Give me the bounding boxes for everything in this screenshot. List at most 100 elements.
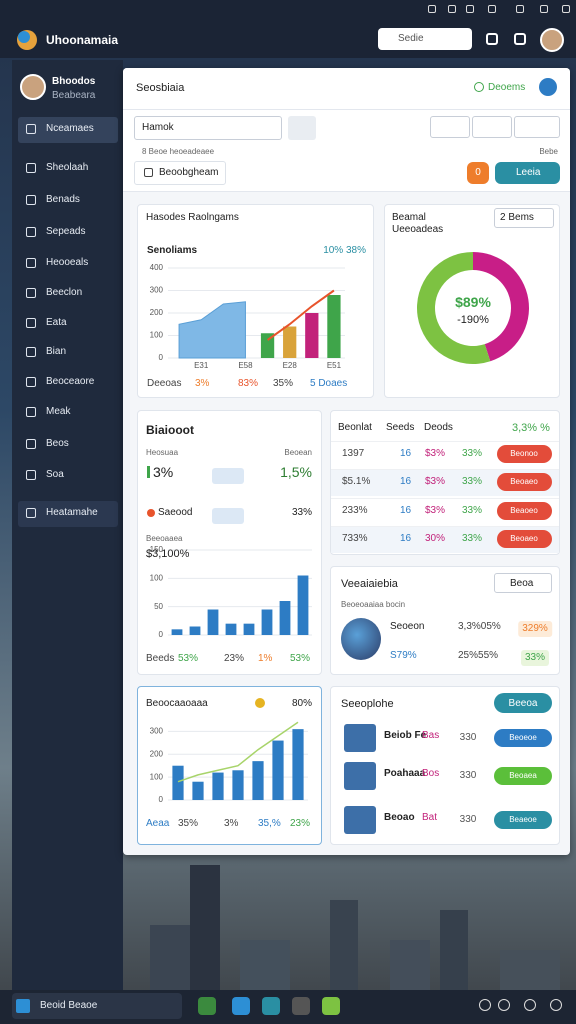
stat-label: Beeoaaea xyxy=(146,534,183,543)
item-button-text[interactable]: Beaeoe xyxy=(509,815,537,824)
window-control[interactable] xyxy=(466,5,474,13)
item-button-text[interactable]: Beoeoe xyxy=(509,733,537,742)
nav-item[interactable]: Soa xyxy=(46,469,64,480)
item-thumb xyxy=(344,806,376,834)
nav-icon[interactable] xyxy=(26,347,36,357)
nav-icon[interactable] xyxy=(26,195,36,205)
filter-select[interactable] xyxy=(494,208,554,228)
nav-item[interactable]: Meak xyxy=(46,406,71,417)
count[interactable]: 0 xyxy=(475,167,481,178)
nav-icon[interactable] xyxy=(26,439,36,449)
nav-item[interactable]: Sheolaah xyxy=(46,162,89,173)
top-bar xyxy=(0,0,576,58)
stat: 3% xyxy=(147,465,173,479)
footer-stat: 23% xyxy=(224,653,245,664)
nav-icon[interactable] xyxy=(26,288,36,298)
footer-stat: 83% xyxy=(238,378,259,389)
nav-icon[interactable] xyxy=(26,407,36,417)
row-button[interactable] xyxy=(497,445,552,463)
action-button[interactable] xyxy=(495,162,560,184)
window-control[interactable] xyxy=(562,5,570,13)
nav-icon[interactable] xyxy=(26,377,36,387)
panel-title: Seosbiaia xyxy=(136,82,185,94)
action-text[interactable]: Leeia xyxy=(516,167,541,178)
search-text[interactable]: Sedie xyxy=(398,33,424,44)
taskbar-app[interactable] xyxy=(262,997,280,1015)
item-button-text[interactable]: Beoaea xyxy=(509,771,537,780)
note: 8 Beoe heoeadeaee xyxy=(142,147,215,156)
link[interactable]: Bebe xyxy=(539,147,558,156)
nav-item[interactable]: Bian xyxy=(46,346,67,357)
tray-icon[interactable] xyxy=(479,999,491,1011)
tray-icon[interactable] xyxy=(498,999,510,1011)
search-box[interactable] xyxy=(378,28,472,50)
row-button[interactable] xyxy=(497,473,552,491)
window-control[interactable] xyxy=(428,5,436,13)
taskbar-search[interactable] xyxy=(12,993,182,1019)
row-button[interactable] xyxy=(497,502,552,520)
tool-button[interactable] xyxy=(472,116,512,138)
nav-icon[interactable] xyxy=(26,258,36,268)
row-button-text[interactable]: Beoaeo xyxy=(510,534,538,543)
taskbar-app[interactable] xyxy=(198,997,216,1015)
row-button-text[interactable]: Beonoo xyxy=(510,449,538,458)
nav-item[interactable]: Eata xyxy=(46,317,67,328)
tray-icon[interactable] xyxy=(550,999,562,1011)
list-button[interactable] xyxy=(494,693,552,713)
window-control[interactable] xyxy=(448,5,456,13)
nav-icon[interactable] xyxy=(26,227,36,237)
tool-button[interactable] xyxy=(514,116,560,138)
nav-icon[interactable] xyxy=(26,163,36,173)
tray-icon[interactable] xyxy=(524,999,536,1011)
nav-item[interactable]: Heooeals xyxy=(46,257,89,268)
nav-item[interactable]: Benads xyxy=(46,194,80,205)
item-button[interactable] xyxy=(494,811,552,829)
list-button-text[interactable]: Beeoa xyxy=(508,698,538,709)
help-button[interactable] xyxy=(539,78,557,96)
table-header: 3,3% % xyxy=(512,422,550,434)
footer-stat: 23% xyxy=(290,818,311,829)
filter-select[interactable] xyxy=(494,573,552,593)
nav-item[interactable]: Beoceaore xyxy=(46,376,95,387)
taskbar-app[interactable] xyxy=(322,997,340,1015)
select[interactable] xyxy=(134,116,282,140)
tool-button[interactable] xyxy=(430,116,470,138)
table-cell: 33% xyxy=(462,476,483,487)
item-button[interactable] xyxy=(494,729,552,747)
row-button[interactable] xyxy=(497,530,552,548)
taskbar-search-text[interactable]: Beoid Beaoe xyxy=(40,1000,98,1011)
filter-text[interactable]: 2 Bems xyxy=(500,212,534,223)
nav-icon[interactable] xyxy=(26,470,36,480)
nav-icon[interactable] xyxy=(26,124,36,134)
item-value: 330 xyxy=(459,814,477,825)
nav-icon[interactable] xyxy=(26,318,36,328)
nav-icon[interactable] xyxy=(26,508,36,518)
item-button[interactable] xyxy=(494,767,552,785)
stat-label: Saeood xyxy=(158,507,193,518)
window-control[interactable] xyxy=(540,5,548,13)
count-badge[interactable] xyxy=(467,162,489,184)
stat: $3,100% xyxy=(146,548,190,560)
toolbar-icon[interactable] xyxy=(514,33,526,45)
filter-text[interactable]: Beoa xyxy=(510,578,534,589)
grid-button[interactable] xyxy=(288,116,316,140)
window-control[interactable] xyxy=(488,5,496,13)
taskbar-app[interactable] xyxy=(292,997,310,1015)
nav-item[interactable]: Beeclon xyxy=(46,287,83,298)
nav-item[interactable]: Heatamahe xyxy=(46,507,98,518)
taskbar-app[interactable] xyxy=(232,997,250,1015)
toolbar-icon[interactable] xyxy=(486,33,498,45)
checkbox-label[interactable]: Beoobgheam xyxy=(159,167,219,178)
summary-cell: 3,3%05% xyxy=(458,621,501,632)
select-text[interactable]: Hamok xyxy=(142,122,174,133)
start-button[interactable] xyxy=(16,999,30,1013)
nav-item[interactable]: Sepeads xyxy=(46,226,86,237)
nav-item[interactable]: Beos xyxy=(46,438,69,449)
avatar[interactable] xyxy=(540,28,564,52)
nav-item[interactable]: Nceamaes xyxy=(46,123,94,134)
status[interactable]: Deoems xyxy=(488,82,526,93)
checkbox-row[interactable] xyxy=(134,161,226,185)
window-control[interactable] xyxy=(516,5,524,13)
row-button-text[interactable]: Beaoeo xyxy=(510,506,538,515)
row-button-text[interactable]: Beoaeo xyxy=(510,477,538,486)
